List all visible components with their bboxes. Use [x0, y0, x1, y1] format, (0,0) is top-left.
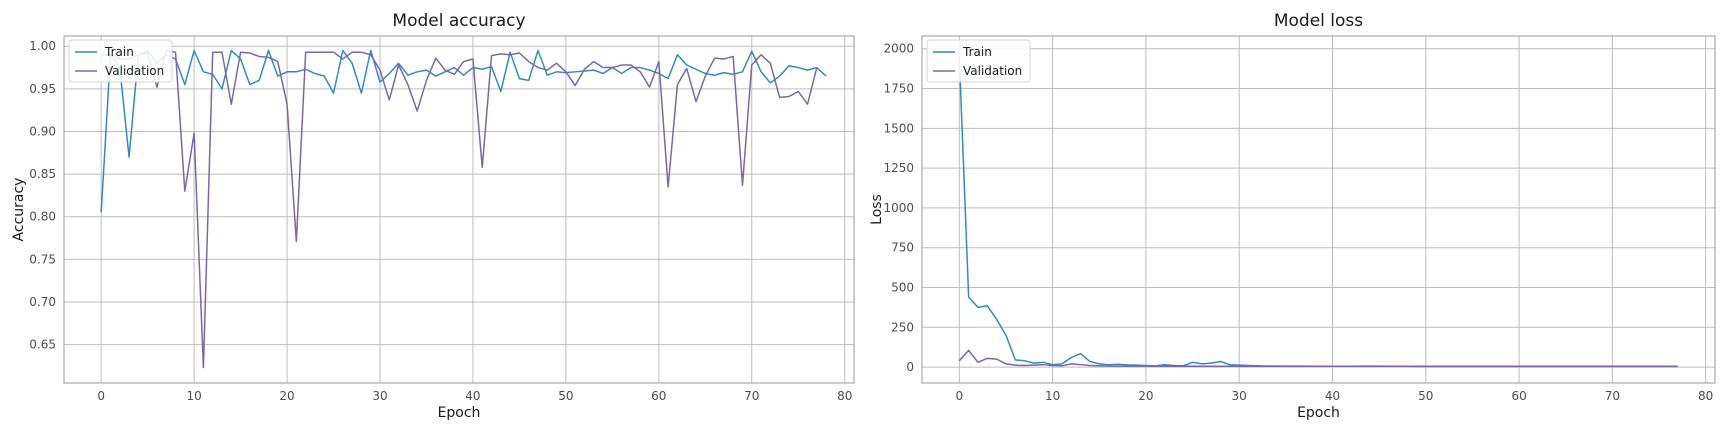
x-tick-label: 30: [1232, 389, 1247, 403]
y-tick-label: 0.75: [29, 252, 56, 266]
x-tick-label: 50: [1418, 389, 1433, 403]
x-tick-label: 50: [558, 389, 573, 403]
legend: Train Validation: [926, 39, 1031, 83]
x-tick-label: 0: [955, 389, 963, 403]
x-tick-label: 70: [1605, 389, 1620, 403]
y-tick-label: 1000: [883, 201, 914, 215]
y-tick-label: 1250: [883, 161, 914, 175]
y-tick-label: 1.00: [29, 39, 56, 53]
x-tick-label: 0: [97, 389, 105, 403]
chart-title: Model loss: [1274, 11, 1363, 31]
legend-label-validation: Validation: [963, 64, 1022, 78]
y-tick-label: 0.90: [29, 124, 56, 138]
x-tick-label: 30: [372, 389, 387, 403]
x-tick-label: 10: [1045, 389, 1060, 403]
x-tick-label: 40: [465, 389, 480, 403]
x-tick-label: 60: [1511, 389, 1526, 403]
plot-frame: [921, 35, 1716, 384]
x-tick-label: 20: [1138, 389, 1153, 403]
plot-frame: [63, 35, 855, 384]
y-tick-label: 750: [891, 241, 914, 255]
y-tick-label: 0.95: [29, 82, 56, 96]
chart-title: Model accuracy: [392, 11, 525, 31]
x-tick-label: 80: [837, 389, 852, 403]
y-tick-label: 2000: [883, 42, 914, 56]
y-tick-label: 0: [906, 360, 914, 374]
y-tick-label: 500: [891, 280, 914, 294]
y-tick-label: 0.65: [29, 338, 56, 352]
chart-2: 0 10 20 30 40 50 60 70 80 0 250 500 750 1000 1250 1500 1…: [869, 11, 1716, 421]
series-line-validation: [958, 349, 1678, 368]
y-axis-label: Loss: [869, 194, 885, 225]
y-axis-label: Accuracy: [11, 178, 27, 242]
legend-label-validation: Validation: [105, 64, 164, 78]
x-tick-label: 40: [1325, 389, 1340, 403]
x-axis-label: Epoch: [1297, 405, 1340, 421]
chart-1: 0 10 20 30 40 50 60 70 80 0.65 0.70 0.75 0.80 0.85 0.9…: [11, 11, 855, 421]
y-tick-label: 0.80: [29, 210, 56, 224]
legend-label-train: Train: [962, 45, 992, 59]
y-tick-label: 0.70: [29, 295, 56, 309]
y-tick-label: 250: [891, 320, 914, 334]
legend-label-train: Train: [104, 45, 134, 59]
x-tick-label: 70: [744, 389, 759, 403]
x-tick-label: 10: [186, 389, 201, 403]
x-tick-label: 60: [651, 389, 666, 403]
x-axis-label: Epoch: [438, 405, 481, 421]
y-tick-label: 1750: [883, 82, 914, 96]
x-tick-label: 20: [279, 389, 294, 403]
series-line-train: [100, 49, 827, 213]
x-tick-label: 80: [1698, 389, 1713, 403]
series-line-validation: [101, 49, 818, 369]
y-tick-label: 1500: [883, 121, 914, 135]
legend: Train Validation: [68, 39, 173, 83]
series-line-train: [958, 56, 1678, 368]
y-tick-label: 0.85: [29, 167, 56, 181]
